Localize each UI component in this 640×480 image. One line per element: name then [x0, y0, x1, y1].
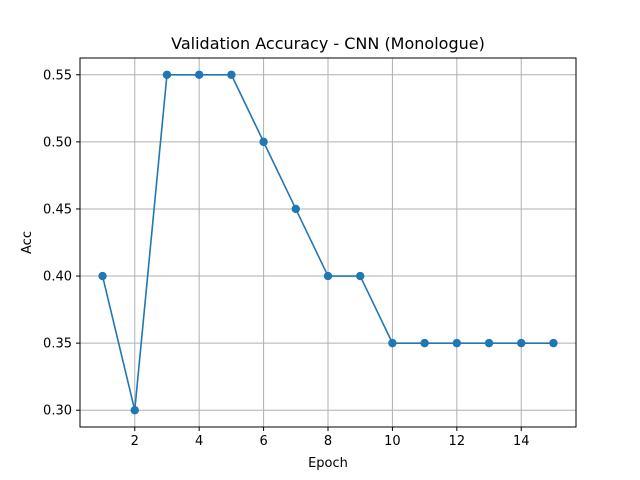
x-tick-label: 2	[131, 434, 139, 449]
x-tick-label: 12	[449, 434, 466, 449]
x-tick-label: 4	[195, 434, 203, 449]
ticks: 2 4 6 8 10 12 14 0.30 0.35 0.40 0.45 0.50 0.55	[43, 68, 529, 449]
series-layer	[98, 70, 558, 415]
data-point	[227, 70, 236, 79]
y-tick-label: 0.55	[43, 68, 72, 83]
x-tick-label: 14	[513, 434, 530, 449]
x-tick-label: 6	[259, 434, 267, 449]
data-point	[130, 406, 139, 415]
y-axis-label: Acc	[20, 231, 35, 254]
grid	[80, 58, 576, 427]
data-point	[291, 204, 300, 214]
x-tick-label: 8	[324, 434, 332, 449]
x-tick-label: 10	[384, 434, 401, 449]
y-tick-label: 0.35	[43, 337, 72, 352]
data-point	[259, 137, 268, 147]
data-point	[388, 338, 397, 348]
data-point	[517, 338, 526, 348]
data-point	[356, 271, 365, 281]
chart-title: Validation Accuracy - CNN (Monologue)	[171, 34, 485, 53]
y-tick-label: 0.50	[43, 135, 72, 150]
data-point	[162, 70, 172, 79]
data-point	[194, 70, 204, 79]
data-point	[323, 271, 333, 281]
data-point	[484, 338, 494, 348]
y-tick-label: 0.40	[43, 270, 72, 285]
data-point	[452, 338, 462, 348]
y-tick-label: 0.30	[43, 404, 72, 419]
data-point	[420, 338, 429, 348]
data-point	[549, 338, 558, 348]
x-axis-label: Epoch	[308, 456, 348, 471]
y-tick-label: 0.45	[43, 202, 72, 217]
data-point	[98, 271, 107, 281]
